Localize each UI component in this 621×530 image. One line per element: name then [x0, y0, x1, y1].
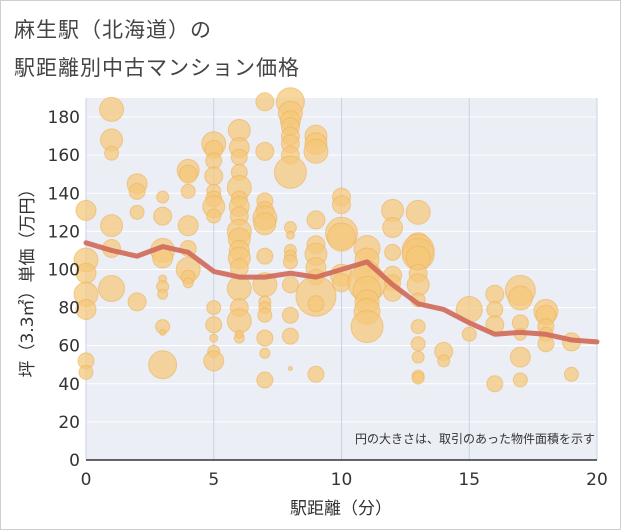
data-bubble [410, 336, 426, 352]
chart-title-line2: 駅距離別中古マンション価格 [14, 56, 300, 80]
data-bubble [204, 166, 224, 186]
data-bubble [406, 273, 430, 297]
y-tick-label: 180 [48, 108, 80, 128]
data-bubble [257, 307, 273, 323]
y-axis-title: 坪（3.3㎡）単価（万円） [18, 180, 38, 377]
data-bubble [307, 295, 325, 313]
data-bubble [153, 206, 173, 226]
data-bubble [205, 316, 223, 334]
data-bubble [350, 310, 384, 344]
data-bubble [306, 210, 326, 230]
data-bubble [180, 183, 196, 199]
y-tick-label: 80 [58, 299, 80, 319]
x-tick-label: 10 [331, 470, 353, 490]
data-bubble [303, 138, 329, 164]
data-bubble [256, 247, 274, 265]
data-bubble [437, 354, 451, 368]
x-tick-label: 0 [81, 470, 92, 490]
data-bubble [100, 214, 124, 238]
x-axis-title: 駅距離（分） [290, 499, 392, 519]
data-bubble [206, 208, 222, 224]
x-tick-label: 20 [586, 470, 608, 490]
data-bubble [512, 372, 528, 388]
data-bubble [281, 327, 299, 345]
data-bubble [281, 276, 299, 294]
y-tick-label: 120 [48, 222, 80, 242]
y-tick-label: 40 [58, 375, 80, 395]
data-bubble [226, 308, 252, 334]
data-bubble [485, 284, 505, 304]
data-bubble [159, 328, 167, 336]
x-tick-label: 15 [458, 470, 480, 490]
data-bubble [99, 96, 125, 122]
data-bubble [203, 350, 225, 372]
data-bubble [234, 329, 244, 339]
data-bubble [156, 190, 170, 204]
data-bubble [128, 182, 146, 200]
y-tick-label: 100 [48, 260, 80, 280]
data-bubble [182, 277, 194, 289]
data-bubble [411, 371, 425, 385]
size-note: 円の大きさは、取引のあった物件面積を示す [355, 431, 595, 446]
bubble-layer [73, 87, 581, 393]
trend-layer [83, 240, 600, 345]
y-tick-label: 160 [48, 146, 80, 166]
data-bubble [205, 152, 223, 170]
data-bubble [507, 285, 533, 311]
y-tick-label: 60 [58, 337, 80, 357]
data-bubble [78, 364, 94, 380]
data-bubble [486, 375, 504, 393]
x-tick-label: 5 [208, 470, 219, 490]
data-bubble [148, 350, 178, 380]
data-bubble [256, 329, 274, 347]
data-bubble [253, 212, 277, 236]
data-bubble [177, 215, 199, 237]
y-tick-label: 0 [69, 451, 80, 471]
data-bubble [75, 298, 97, 320]
data-bubble [98, 275, 126, 303]
data-bubble [157, 288, 169, 300]
data-bubble [461, 326, 477, 342]
chart-title-line1: 麻生駅（北海道）の [14, 18, 212, 42]
data-bubble [256, 371, 274, 389]
data-bubble [209, 333, 219, 343]
data-bubble [307, 365, 325, 383]
data-bubble [282, 254, 298, 270]
data-bubble [509, 346, 531, 368]
data-bubble [75, 199, 97, 221]
data-bubble [537, 335, 555, 353]
data-bubble [405, 199, 431, 225]
data-bubble [230, 148, 248, 166]
data-bubble [411, 350, 425, 364]
data-bubble [287, 366, 293, 372]
trend-line [83, 240, 600, 345]
data-bubble [255, 141, 275, 161]
data-bubble [410, 319, 426, 335]
y-tick-label: 140 [48, 184, 80, 204]
data-bubble [281, 306, 299, 324]
data-bubble [285, 230, 295, 240]
y-tick-label: 20 [58, 413, 80, 433]
data-bubble [563, 366, 579, 382]
data-bubble [127, 292, 147, 312]
data-bubble [332, 195, 351, 215]
data-bubble [206, 300, 222, 316]
data-bubble [178, 164, 198, 184]
data-bubble [273, 155, 307, 189]
data-bubble [226, 276, 252, 302]
data-bubble [486, 300, 504, 318]
data-bubble [384, 243, 402, 261]
x-tick-labels: 0 5 10 15 20 [81, 470, 608, 490]
data-bubble [255, 92, 275, 112]
data-bubble [129, 204, 145, 220]
data-bubble [382, 217, 404, 239]
data-bubble [259, 347, 271, 359]
data-bubble [104, 145, 120, 161]
y-tick-labels: 0 20 40 60 80 100 120 140 160 180 [48, 108, 80, 471]
data-bubble [327, 222, 356, 252]
